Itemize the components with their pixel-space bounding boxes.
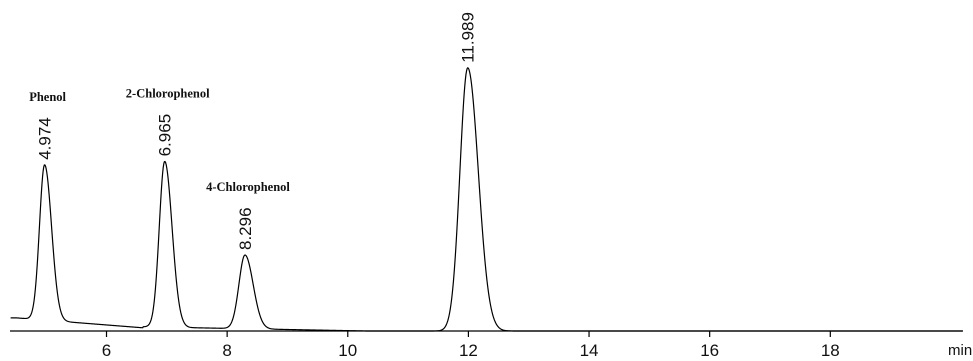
peak-compound-label: 4-Chlorophenol xyxy=(206,180,290,194)
x-tick-label: 10 xyxy=(338,341,357,360)
peak-retention-label: 4.974 xyxy=(36,117,55,160)
x-axis-unit-label: min xyxy=(948,342,972,359)
peak-retention-label: 8.296 xyxy=(236,207,255,250)
x-tick-label: 6 xyxy=(102,341,111,360)
chromatogram-trace xyxy=(10,66,963,332)
x-tick-label: 12 xyxy=(459,341,478,360)
peak-compound-label: Phenol xyxy=(29,90,66,104)
peak-retention-label: 6.965 xyxy=(156,114,175,157)
peak-compound-label: 2-Chlorophenol xyxy=(126,86,210,100)
x-tick-label: 18 xyxy=(821,341,840,360)
x-tick-label: 8 xyxy=(222,341,231,360)
x-tick-label: 16 xyxy=(700,341,719,360)
x-tick-label: 14 xyxy=(580,341,599,360)
peak-retention-label: 11.989 xyxy=(459,12,478,63)
